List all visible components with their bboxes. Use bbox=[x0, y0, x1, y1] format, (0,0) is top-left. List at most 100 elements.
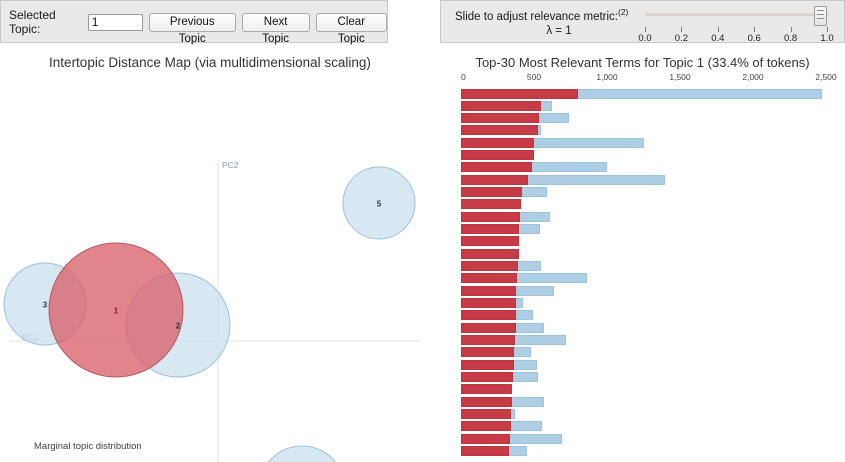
term-row[interactable]: vector bbox=[440, 446, 845, 458]
term-row[interactable]: case bbox=[440, 359, 845, 371]
topic-frequency-bar[interactable] bbox=[461, 310, 516, 321]
term-row[interactable]: function bbox=[440, 100, 845, 112]
relevance-footnote-marker: (2) bbox=[618, 7, 629, 17]
topic-circle-1[interactable] bbox=[48, 242, 184, 378]
term-row[interactable]: data bbox=[440, 174, 845, 186]
topic-frequency-bar[interactable] bbox=[461, 384, 513, 395]
term-row[interactable]: probabl bbox=[440, 347, 845, 359]
topic-frequency-bar[interactable] bbox=[461, 409, 512, 420]
topic-circle-5[interactable] bbox=[342, 166, 416, 240]
slider-tick-label: 1.0 bbox=[820, 33, 834, 44]
topic-frequency-bar[interactable] bbox=[461, 433, 510, 444]
term-row[interactable]: time bbox=[440, 162, 845, 174]
slider-tick-mark bbox=[645, 27, 646, 32]
relevance-slider-track[interactable] bbox=[645, 13, 829, 16]
term-row[interactable]: valu bbox=[440, 298, 845, 310]
term-row[interactable]: bound bbox=[440, 199, 845, 211]
intertopic-map-title: Intertopic Distance Map (via multidimens… bbox=[49, 55, 371, 70]
topic-frequency-bar[interactable] bbox=[461, 359, 514, 370]
term-row[interactable]: likelihood bbox=[440, 384, 845, 396]
topic-frequency-bar[interactable] bbox=[461, 174, 529, 185]
term-row[interactable]: method bbox=[440, 433, 845, 445]
topic-frequency-bar[interactable] bbox=[461, 125, 539, 136]
slider-tick-label: 0.6 bbox=[747, 33, 761, 44]
topic-frequency-bar[interactable] bbox=[461, 88, 578, 99]
lambda-value-text: λ = 1 bbox=[546, 25, 572, 37]
term-row[interactable]: network bbox=[440, 261, 845, 273]
topic-frequency-bar[interactable] bbox=[461, 372, 513, 383]
topic-frequency-bar[interactable] bbox=[461, 273, 518, 284]
topic-frequency-bar[interactable] bbox=[461, 187, 523, 198]
relevance-slider-panel: Slide to adjust relevance metric:(2) λ =… bbox=[440, 0, 845, 44]
topic-frequency-bar[interactable] bbox=[461, 150, 534, 161]
term-row[interactable]: train bbox=[440, 310, 845, 322]
slider-tick-mark bbox=[717, 27, 719, 32]
topic-control-panel: Selected Topic: Previous Topic Next Topi… bbox=[0, 0, 388, 45]
slider-tick-mark bbox=[790, 27, 792, 32]
slider-tick-label: 0.8 bbox=[783, 33, 798, 44]
barchart-x-tick-label: 1,000 bbox=[596, 72, 618, 82]
term-row[interactable]: problem bbox=[440, 187, 845, 199]
term-row[interactable]: optim bbox=[440, 224, 845, 236]
term-row[interactable]: learn bbox=[440, 137, 845, 149]
topic-frequency-bar[interactable] bbox=[461, 248, 519, 259]
term-row[interactable]: matrix bbox=[440, 409, 845, 421]
term-row[interactable]: paramet bbox=[440, 150, 845, 162]
topic-frequency-bar[interactable] bbox=[461, 347, 515, 358]
topic-frequency-bar[interactable] bbox=[461, 100, 542, 111]
topic-frequency-bar[interactable] bbox=[461, 162, 532, 173]
topic-controls-row: Selected Topic: Previous Topic Next Topi… bbox=[9, 8, 387, 45]
previous-topic-button[interactable]: Previous Topic bbox=[148, 12, 236, 45]
term-row[interactable]: approxim bbox=[440, 335, 845, 347]
selected-topic-input[interactable] bbox=[87, 13, 143, 31]
slider-tick-mark bbox=[827, 27, 828, 32]
topic-circle-label-1: 1 bbox=[114, 307, 119, 316]
topic-circle-label-2: 2 bbox=[176, 322, 181, 331]
term-row[interactable]: exampl bbox=[440, 421, 845, 433]
slider-tick-mark bbox=[754, 27, 756, 32]
topic-circle-4[interactable] bbox=[259, 445, 345, 462]
topic-frequency-bar[interactable] bbox=[461, 236, 520, 247]
slider-tick-mark bbox=[681, 27, 683, 32]
barchart-x-tick-label: 1,500 bbox=[669, 72, 691, 82]
relevance-slider-handle[interactable] bbox=[814, 6, 827, 26]
barchart-x-tick-label: 0 bbox=[461, 72, 466, 82]
relevance-slider-label-text: Slide to adjust relevance metric: bbox=[455, 10, 618, 23]
topic-circle-label-5: 5 bbox=[377, 200, 382, 209]
intertopic-distance-map[interactable]: PC2PC112345 bbox=[0, 72, 420, 462]
topic-frequency-bar[interactable] bbox=[461, 211, 521, 222]
topic-frequency-bar[interactable] bbox=[461, 335, 516, 346]
term-row[interactable]: distribut bbox=[440, 125, 845, 137]
topic-frequency-bar[interactable] bbox=[461, 137, 534, 148]
topic-frequency-bar[interactable] bbox=[461, 322, 516, 333]
term-row[interactable]: estim bbox=[440, 211, 845, 223]
topic-frequency-bar[interactable] bbox=[461, 421, 511, 432]
clear-topic-button[interactable]: Clear Topic bbox=[315, 12, 387, 45]
topic-frequency-bar[interactable] bbox=[461, 446, 510, 457]
barchart-rows: modelfunctionalgorithmdistributlearnpara… bbox=[440, 88, 845, 458]
topic-frequency-bar[interactable] bbox=[461, 113, 540, 124]
topic-frequency-bar[interactable] bbox=[461, 285, 517, 296]
next-topic-button[interactable]: Next Topic bbox=[241, 12, 310, 45]
term-row[interactable]: state bbox=[440, 322, 845, 334]
relevance-slider-label: Slide to adjust relevance metric:(2) bbox=[455, 7, 628, 23]
barchart-x-tick-label: 2,000 bbox=[742, 72, 764, 82]
barchart-x-tick-label: 2,500 bbox=[815, 72, 837, 82]
topic-frequency-bar[interactable] bbox=[461, 298, 517, 309]
term-row[interactable]: algorithm bbox=[440, 113, 845, 125]
term-row[interactable]: follow bbox=[440, 372, 845, 384]
topic-frequency-bar[interactable] bbox=[461, 199, 521, 210]
selected-topic-label: Selected Topic: bbox=[9, 8, 56, 36]
slider-grip-line-3 bbox=[817, 18, 824, 19]
term-row[interactable]: model bbox=[440, 88, 845, 100]
term-row[interactable]: linear bbox=[440, 248, 845, 260]
slider-tick-label: 0.4 bbox=[711, 33, 725, 44]
topic-frequency-bar[interactable] bbox=[461, 224, 520, 235]
term-row[interactable]: number bbox=[440, 273, 845, 285]
topic-frequency-bar[interactable] bbox=[461, 261, 518, 272]
barchart-x-tick-label: 500 bbox=[526, 72, 542, 82]
term-row[interactable]: variabl bbox=[440, 285, 845, 297]
topic-frequency-bar[interactable] bbox=[461, 396, 513, 407]
term-row[interactable]: process bbox=[440, 396, 845, 408]
term-row[interactable]: condit bbox=[440, 236, 845, 248]
